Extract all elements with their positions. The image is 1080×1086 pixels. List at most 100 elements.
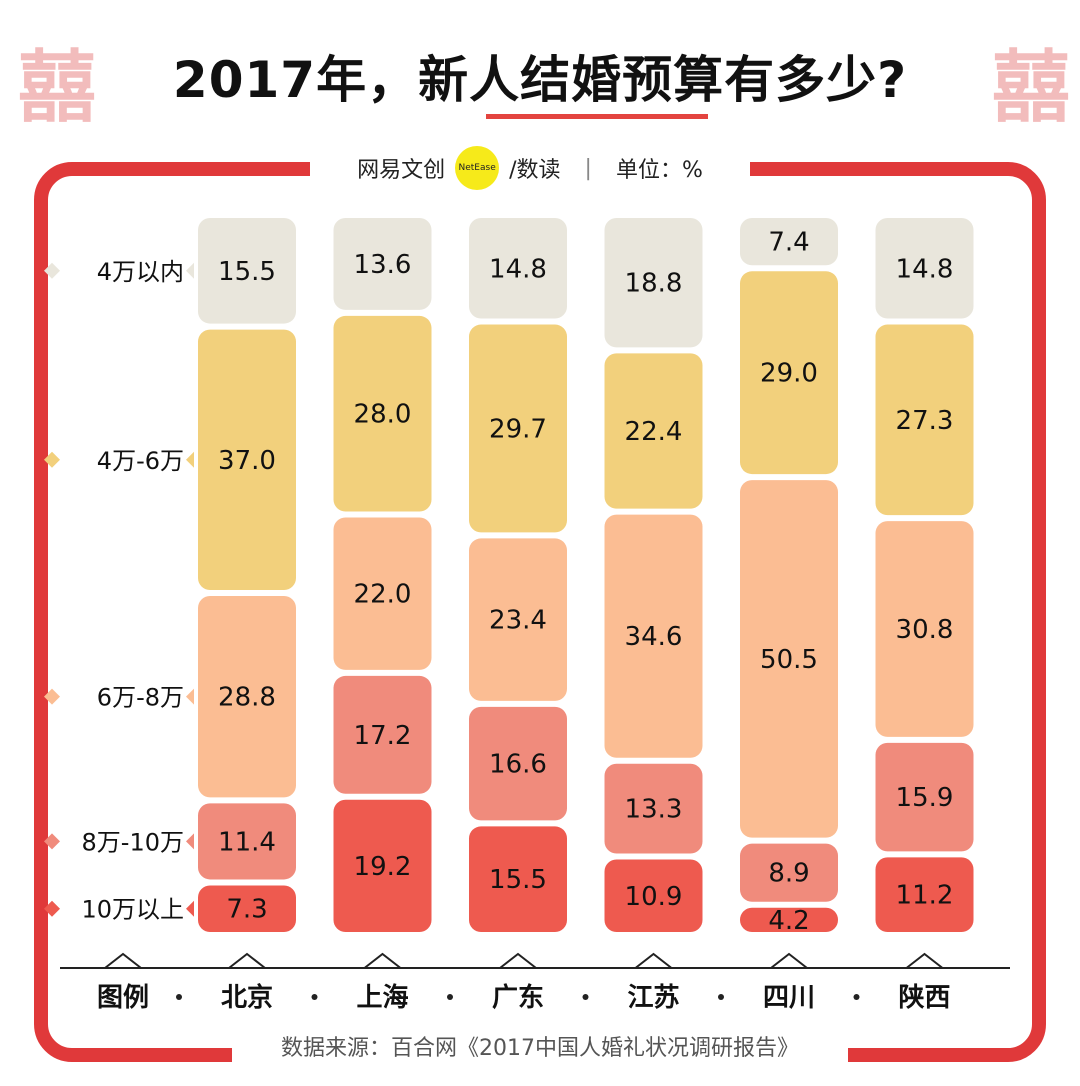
bar-segment: [604, 514, 703, 758]
source-text: 数据来源：百合网《2017中国人婚礼状况调研报告》: [281, 1036, 799, 1061]
bar-value-label: 28.0: [354, 400, 412, 430]
bar-value-label: 22.4: [625, 417, 683, 447]
bar-segment: [875, 521, 974, 737]
bar-segment: [604, 859, 703, 932]
legend-marker: [44, 688, 60, 705]
bar-value-label: 7.4: [768, 228, 809, 258]
bar-value-label: 22.0: [354, 580, 412, 610]
bar-segment: [740, 480, 838, 838]
bar-segment: [198, 803, 296, 880]
legend-pointer: [186, 900, 194, 917]
axis-marker: [104, 952, 142, 969]
legend-marker: [44, 262, 60, 279]
xi-decoration-right: 囍: [992, 42, 1071, 133]
category-separator: [447, 994, 453, 1000]
xi-decoration-left: 囍: [18, 42, 97, 133]
category-separator: [853, 994, 860, 1000]
frame-gap-bottom: [232, 1040, 848, 1064]
category-label: 广东: [492, 982, 544, 1013]
bar-segment: [604, 353, 703, 509]
bar-value-label: 7.3: [226, 895, 267, 925]
brand-name: 网易文创: [357, 158, 446, 183]
bar-value-label: 4.2: [768, 906, 809, 936]
legend-marker: [44, 833, 60, 850]
bar-value-label: 15.5: [218, 257, 276, 287]
bar-value-label: 23.4: [489, 606, 547, 636]
legend-label: 4万以内: [97, 258, 184, 286]
bar-value-label: 27.3: [896, 406, 954, 436]
brand-sub: /数读: [509, 158, 561, 183]
brand-header: 网易文创 NetEase /数读 | 单位：%: [320, 146, 740, 190]
bar-segment: [198, 596, 296, 798]
bar-segment: [604, 218, 703, 348]
legend-pointer: [186, 688, 194, 705]
bar-segment: [333, 517, 432, 670]
axis-marker: [499, 952, 537, 969]
legend-pointer: [186, 833, 194, 850]
bar-value-label: 28.8: [218, 683, 276, 713]
title-underline: [486, 114, 708, 119]
category-label: 上海: [356, 983, 408, 1013]
bar-segment: [469, 706, 567, 821]
bar-segment: [469, 218, 567, 319]
axis-marker: [228, 952, 266, 969]
axis-marker: [634, 952, 673, 969]
axis-marker: [363, 952, 402, 969]
legend-label: 10万以上: [81, 896, 184, 924]
bar-segment: [875, 857, 974, 932]
legend-marker: [44, 900, 60, 917]
legend-title: 图例: [97, 983, 149, 1013]
bar-segment: [740, 271, 838, 475]
bar-segment: [333, 675, 432, 794]
axis-marker: [770, 952, 808, 969]
bar-value-label: 14.8: [489, 254, 547, 284]
frame-gap-top: [310, 158, 750, 178]
bar-segment: [333, 799, 432, 932]
bar-value-label: 11.4: [218, 827, 276, 857]
bar-segment: [469, 538, 567, 701]
bar-value-label: 50.5: [760, 645, 818, 675]
bar-value-label: 13.6: [354, 250, 412, 280]
bar-value-label: 11.2: [896, 881, 954, 911]
bar-segment: [198, 218, 296, 324]
bar-value-label: 34.6: [625, 622, 683, 652]
category-label: 北京: [221, 982, 273, 1013]
legend-label: 6万-8万: [97, 684, 184, 712]
source-note: 数据来源：百合网《2017中国人婚礼状况调研报告》: [210, 1026, 870, 1066]
bar-value-label: 37.0: [218, 446, 276, 476]
category-label: 江苏: [627, 983, 679, 1013]
bar-value-label: 13.3: [625, 795, 683, 825]
bar-value-label: 8.9: [768, 859, 809, 889]
category-label: 四川: [763, 983, 815, 1013]
category-label: 陕西: [898, 983, 950, 1013]
bar-value-label: 19.2: [354, 852, 412, 882]
bar-segment: [469, 826, 567, 932]
bar-value-label: 29.0: [760, 359, 818, 389]
brand-badge-icon: NetEase: [455, 146, 500, 190]
bar-segment: [740, 218, 838, 266]
bar-value-label: 18.8: [625, 269, 683, 299]
legend-marker: [44, 451, 60, 468]
bar-segment: [604, 763, 703, 854]
category-separator: [176, 994, 182, 1000]
category-separator: [311, 994, 318, 1000]
page-title: 2017年，新人结婚预算有多少?: [172, 51, 908, 109]
axis-marker: [905, 952, 944, 969]
bar-value-label: 29.7: [489, 414, 547, 444]
bar-segment: [333, 218, 432, 310]
header-divider: |: [584, 155, 592, 181]
legend-pointer: [186, 451, 194, 468]
title-area: 2017年，新人结婚预算有多少?: [0, 40, 1080, 112]
category-separator: [718, 994, 724, 1000]
bar-value-label: 10.9: [625, 882, 683, 912]
unit-label: 单位：%: [615, 158, 703, 183]
bar-segment: [875, 324, 974, 516]
bar-value-label: 14.8: [896, 254, 954, 284]
bar-value-label: 30.8: [896, 615, 954, 645]
legend-label: 8万-10万: [82, 828, 184, 856]
bar-segment: [875, 742, 974, 852]
bar-segment: [875, 218, 974, 319]
bar-value-label: 15.9: [896, 783, 954, 813]
category-separator: [582, 994, 589, 1000]
